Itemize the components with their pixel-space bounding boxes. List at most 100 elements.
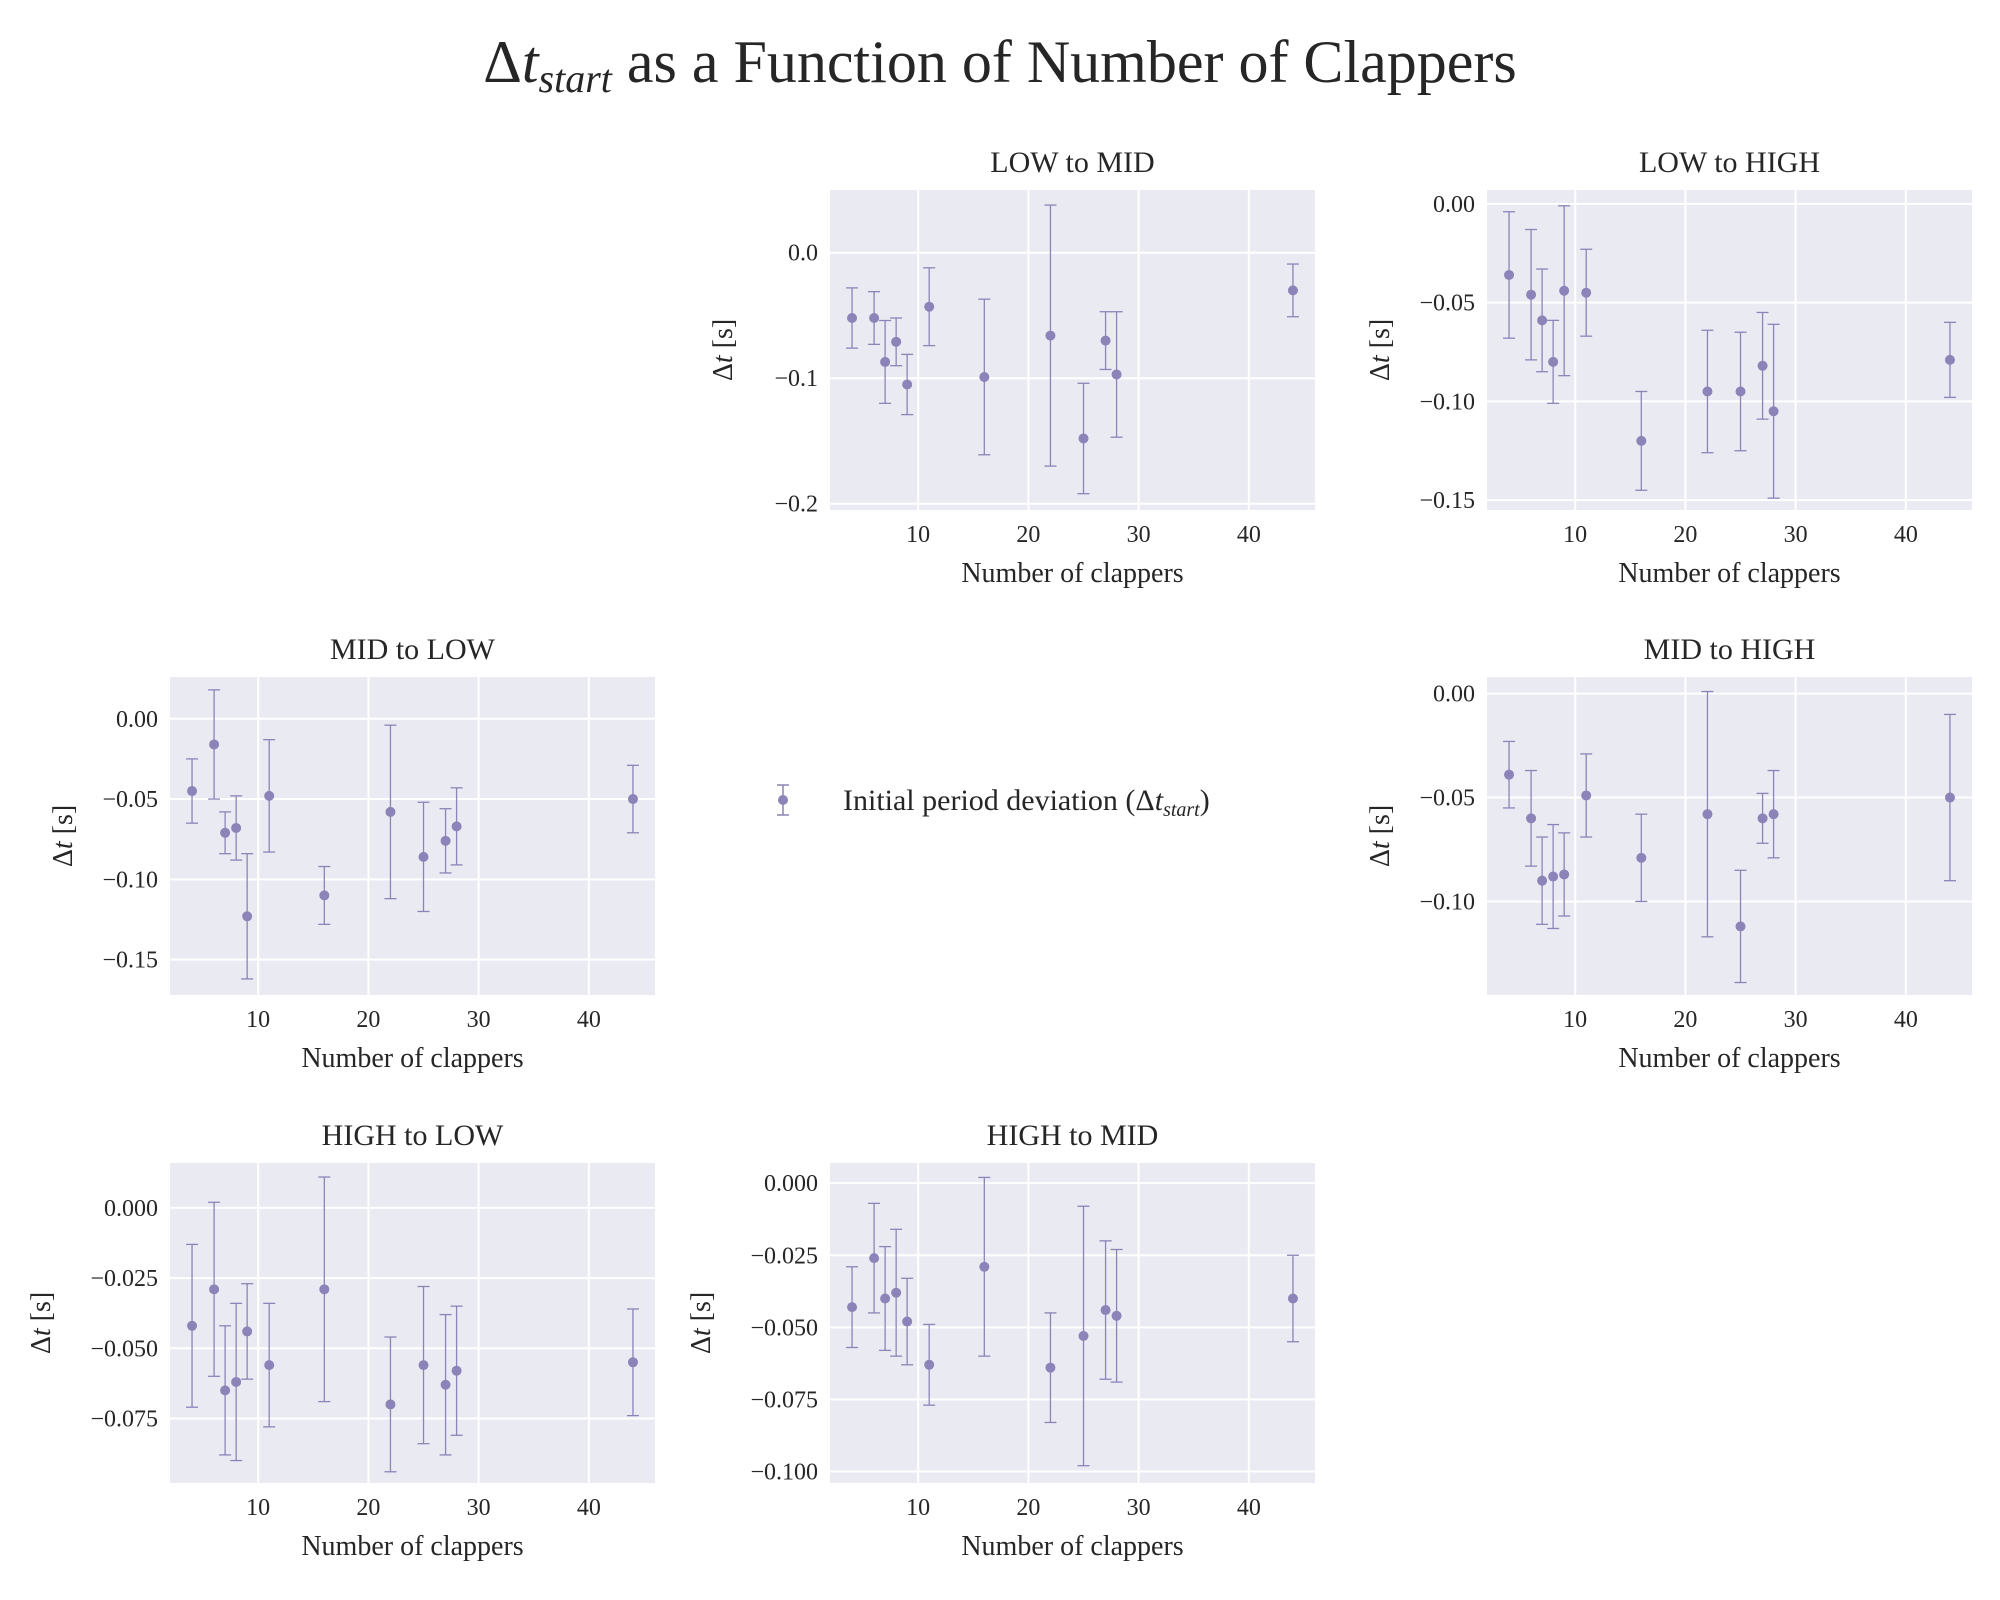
data-point (384, 1336, 397, 1473)
subplot-title: LOW to HIGH (1639, 146, 1820, 179)
data-point (439, 1313, 452, 1456)
data-point (1503, 740, 1516, 809)
marker (979, 371, 990, 382)
marker (1581, 790, 1592, 801)
marker (1504, 269, 1515, 280)
y-axis-label-prefix: Δ (1365, 849, 1396, 867)
marker (1559, 869, 1570, 880)
marker (1100, 1305, 1111, 1316)
subplot-title: LOW to MID (990, 146, 1154, 179)
x-tick-label: 40 (1237, 522, 1261, 548)
marker (209, 1284, 220, 1295)
subplot-mid-to-high: 10 20 30 40 0.00 −0.05 −0.10 MID to HIGH Number … (1365, 633, 1972, 1074)
legend-label: Initial period deviation (Δtstart) (843, 784, 1210, 821)
figure-title-var: t (522, 29, 540, 95)
subplot-mid-to-low: 10 20 30 40 0.00 −0.05 −0.10 −0.15 MID to LOW Num… (48, 633, 655, 1074)
y-axis-label-var: t (1365, 840, 1396, 849)
marker (1078, 1330, 1089, 1341)
y-tick-label: −0.025 (90, 1266, 158, 1292)
plot-area (170, 677, 655, 995)
y-tick-label: −0.2 (774, 492, 818, 518)
marker (385, 806, 396, 817)
x-tick-label: 10 (906, 522, 930, 548)
y-axis-label-var: t (48, 840, 79, 849)
y-axis-label-var: t (1365, 354, 1396, 363)
y-axis-label: Δt [s] (1365, 805, 1396, 867)
subplot-title: MID to LOW (330, 633, 496, 666)
marker (1111, 369, 1122, 380)
marker (319, 1284, 330, 1295)
y-tick-label: −0.1 (774, 366, 818, 392)
marker (1100, 335, 1111, 346)
data-point (230, 795, 243, 861)
marker (1768, 809, 1779, 820)
y-axis-label: Δt [s] (708, 319, 739, 381)
data-point (1701, 690, 1714, 938)
data-point (1580, 248, 1593, 337)
x-tick-label: 10 (1563, 1007, 1587, 1033)
subplot-title: MID to HIGH (1644, 633, 1816, 666)
data-point (868, 290, 881, 346)
figure-title-sub: start (539, 56, 613, 101)
marker (1735, 386, 1746, 397)
marker (242, 1326, 253, 1337)
marker (220, 1385, 231, 1396)
figure-title-prefix: Δ (483, 29, 522, 95)
data-point (241, 1283, 254, 1380)
y-axis-label-unit: [s] (708, 319, 739, 356)
y-axis-label-var: t (26, 1327, 57, 1336)
marker (1548, 871, 1559, 882)
x-tick-label: 30 (1127, 522, 1151, 548)
marker (220, 827, 231, 838)
marker (869, 313, 880, 323)
data-point (186, 1243, 199, 1408)
data-point (1558, 832, 1571, 917)
y-tick-label: −0.05 (1419, 786, 1475, 812)
data-point (1077, 1205, 1090, 1467)
x-axis-label: Number of clappers (301, 1043, 523, 1074)
y-tick-label: 0.00 (1433, 682, 1475, 708)
data-point (1701, 329, 1714, 454)
y-tick-label: −0.050 (90, 1336, 158, 1362)
marker (1287, 1293, 1298, 1304)
data-point (846, 1266, 859, 1349)
marker (418, 1360, 429, 1371)
marker (1757, 360, 1768, 371)
y-axis-label-unit: [s] (686, 1292, 717, 1329)
marker (1702, 386, 1713, 397)
data-point (1547, 823, 1560, 930)
data-point (626, 764, 639, 834)
data-point (890, 317, 903, 367)
data-point (230, 1302, 243, 1462)
marker (1287, 285, 1298, 296)
marker (1045, 1362, 1056, 1373)
marker (1944, 792, 1955, 803)
data-point (1756, 792, 1769, 844)
data-point (1943, 321, 1956, 399)
marker (902, 379, 913, 390)
data-point (219, 1325, 232, 1456)
data-point (1286, 1254, 1299, 1343)
marker (1768, 406, 1779, 417)
data-point (1734, 331, 1747, 452)
data-point (1077, 382, 1090, 495)
data-point (879, 319, 892, 404)
marker (1537, 315, 1548, 326)
legend-label-main: Initial period deviation (Δ (843, 784, 1155, 817)
data-point (384, 724, 397, 900)
data-point (1536, 268, 1549, 373)
y-tick-label: −0.15 (102, 948, 158, 974)
y-tick-label: −0.15 (1419, 488, 1475, 514)
plot-area (1487, 190, 1972, 510)
y-tick-label: −0.10 (1419, 889, 1475, 915)
marker (1078, 433, 1089, 444)
data-point (1110, 1248, 1123, 1383)
data-point (1756, 311, 1769, 420)
x-tick-label: 20 (356, 1495, 380, 1521)
marker (440, 1379, 451, 1390)
subplot-title: HIGH to LOW (322, 1119, 504, 1152)
data-point (901, 1277, 914, 1366)
x-tick-label: 20 (1673, 1007, 1697, 1033)
plot-area (1487, 677, 1972, 995)
data-point (417, 801, 430, 913)
